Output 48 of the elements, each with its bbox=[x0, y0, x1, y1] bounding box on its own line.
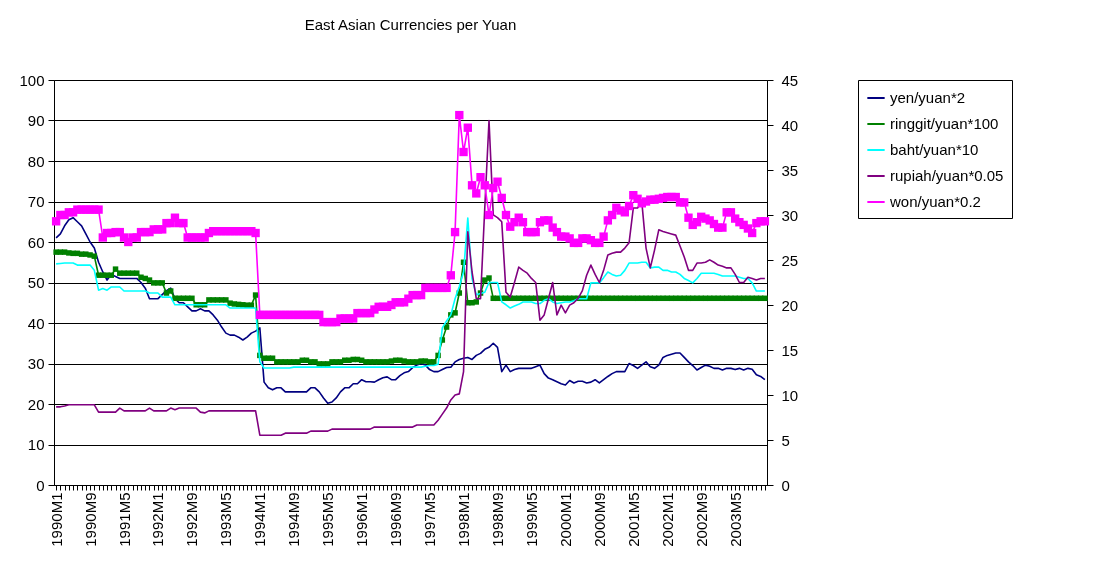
x-tick-label: 1992M1 bbox=[149, 492, 167, 547]
x-tick-label: 1997M5 bbox=[421, 492, 439, 547]
x-tick-label: 1992M9 bbox=[183, 492, 201, 547]
x-tick-label: 1998M9 bbox=[489, 492, 506, 547]
y-tick-label: 30 bbox=[27, 355, 45, 372]
y-tick-label: 40 bbox=[27, 314, 45, 332]
y-tick-label: 80 bbox=[27, 152, 45, 170]
x-tick-label: 2000M9 bbox=[590, 492, 608, 547]
x-tick-label: 1996M9 bbox=[387, 492, 405, 547]
x-tick-label: 2002M9 bbox=[692, 492, 710, 547]
x-tick-label: 2003M5 bbox=[726, 492, 744, 547]
x-tick-label: 1990M1 bbox=[47, 492, 65, 547]
x-tick-label: 2002M1 bbox=[658, 492, 676, 547]
y-tick-label: 100 bbox=[19, 71, 45, 89]
legend-label: yen/yuan*2 bbox=[890, 89, 966, 106]
y-tick-label: 20 bbox=[27, 395, 45, 413]
legend-label: won/yuan*0.2 bbox=[889, 193, 981, 210]
x-tick-label: 1993M5 bbox=[217, 492, 235, 547]
legend-label: baht/yuan*10 bbox=[890, 141, 979, 158]
y-tick-label: 0 bbox=[36, 476, 45, 494]
y2-tick-label: 5 bbox=[781, 431, 790, 449]
x-tick-label: 1996M1 bbox=[353, 492, 371, 547]
x-tick-label: 1994M9 bbox=[285, 492, 303, 547]
x-tick-label: 1990M9 bbox=[81, 492, 99, 547]
x-tick-label: 2001M5 bbox=[624, 492, 642, 547]
x-tick-label: 1998M1 bbox=[455, 492, 473, 547]
y2-tick-label: 40 bbox=[781, 116, 799, 134]
legend-label: ringgit/yuan*100 bbox=[890, 115, 999, 132]
y-tick-label: 50 bbox=[27, 274, 45, 291]
y2-tick-label: 20 bbox=[781, 296, 799, 314]
y2-tick-label: 10 bbox=[781, 386, 799, 404]
x-tick-label: 2000M1 bbox=[556, 492, 574, 547]
x-tick-label: 1995M5 bbox=[319, 492, 337, 547]
legend-label: rupiah/yuan*0.05 bbox=[890, 167, 1004, 184]
y-tick-label: 10 bbox=[27, 436, 45, 453]
chart-title: East Asian Currencies per Yuan bbox=[304, 16, 517, 33]
y-tick-label: 90 bbox=[27, 112, 45, 129]
x-tick-label: 1991M5 bbox=[115, 492, 133, 547]
y-tick-label: 60 bbox=[27, 233, 45, 251]
x-tick-label: 1994M1 bbox=[251, 492, 269, 547]
y2-tick-label: 30 bbox=[781, 206, 799, 224]
y2-tick-label: 0 bbox=[781, 476, 790, 494]
y-tick-label: 70 bbox=[27, 193, 45, 210]
y2-tick-label: 25 bbox=[781, 251, 799, 269]
x-tick-label: 1999M5 bbox=[522, 492, 540, 547]
y2-tick-label: 45 bbox=[781, 71, 799, 89]
y2-tick-label: 35 bbox=[781, 161, 799, 179]
y2-tick-label: 15 bbox=[781, 341, 799, 359]
